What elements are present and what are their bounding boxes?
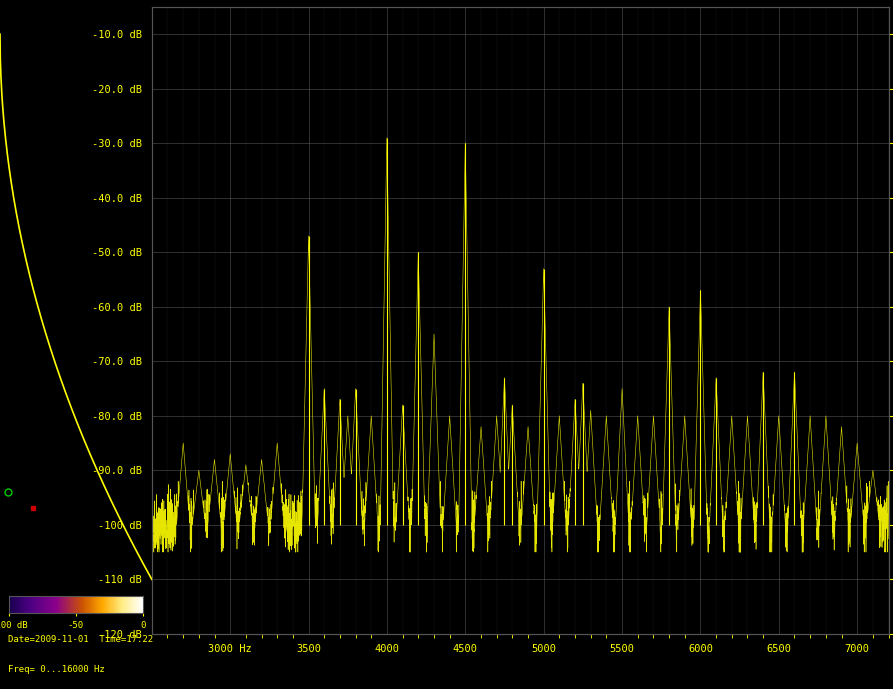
- Text: Date=2009-11-01  Time=17:22: Date=2009-11-01 Time=17:22: [7, 635, 153, 644]
- Text: Freq= 0...16000 Hz: Freq= 0...16000 Hz: [7, 665, 104, 675]
